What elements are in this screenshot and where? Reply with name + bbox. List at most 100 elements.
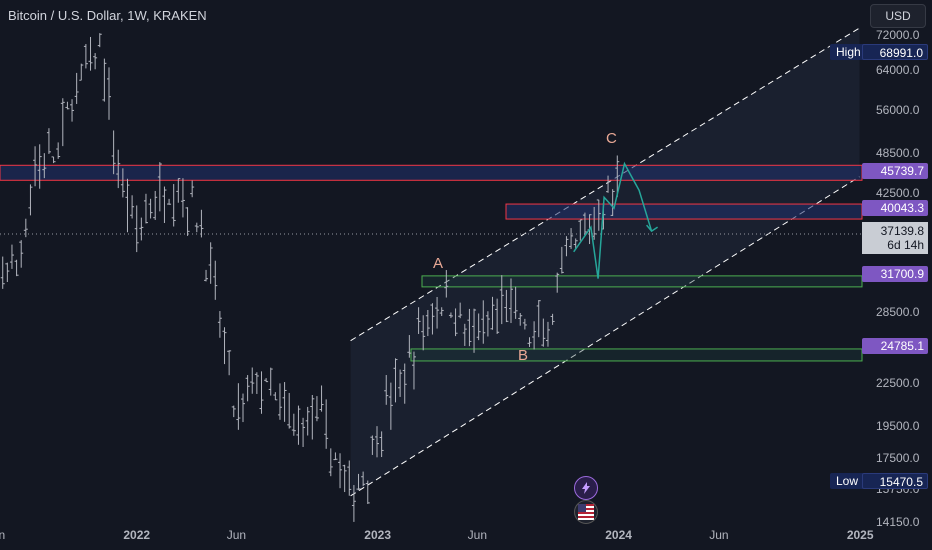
us-flag-icon[interactable] <box>574 500 598 524</box>
ohlc-bar[interactable] <box>162 186 167 223</box>
ohlc-bar[interactable] <box>462 323 467 346</box>
ohlc-bar[interactable] <box>582 212 587 236</box>
ohlc-bar[interactable] <box>550 313 555 325</box>
ohlc-bar[interactable] <box>102 58 107 102</box>
ohlc-bar[interactable] <box>148 198 153 219</box>
ohlc-bar[interactable] <box>250 367 255 394</box>
ohlc-bar[interactable] <box>467 308 472 347</box>
ohlc-bar[interactable] <box>227 350 232 376</box>
ohlc-bar[interactable] <box>393 358 398 403</box>
ohlc-bar[interactable] <box>176 178 181 203</box>
ohlc-bar[interactable] <box>444 270 449 298</box>
ohlc-bar[interactable] <box>490 296 495 330</box>
ohlc-bar[interactable] <box>518 313 523 326</box>
ohlc-bar[interactable] <box>504 289 509 323</box>
ohlc-bar[interactable] <box>190 180 195 198</box>
ohlc-bar[interactable] <box>241 393 246 423</box>
ohlc-bar[interactable] <box>277 383 282 420</box>
ohlc-bar[interactable] <box>481 300 486 344</box>
ohlc-bar[interactable] <box>171 184 176 227</box>
ohlc-bar[interactable] <box>509 278 514 324</box>
ohlc-bar[interactable] <box>319 385 324 412</box>
ohlc-bar[interactable] <box>83 44 88 69</box>
ohlc-bar[interactable] <box>167 198 172 205</box>
ohlc-bar[interactable] <box>375 426 380 458</box>
ohlc-bar[interactable] <box>143 193 148 224</box>
ohlc-bar[interactable] <box>606 175 611 193</box>
ohlc-bar[interactable] <box>338 453 343 489</box>
ohlc-bar[interactable] <box>398 369 403 397</box>
ohlc-bar[interactable] <box>125 178 130 233</box>
ohlc-bar[interactable] <box>185 207 190 236</box>
ohlc-bar[interactable] <box>532 321 537 350</box>
ohlc-bar[interactable] <box>402 363 407 404</box>
ohlc-bar[interactable] <box>79 63 84 81</box>
ohlc-bar[interactable] <box>485 311 490 337</box>
ohlc-bar[interactable] <box>296 405 301 445</box>
ohlc-bar[interactable] <box>28 184 33 216</box>
ohlc-bar[interactable] <box>264 378 269 383</box>
ohlc-bar[interactable] <box>273 392 278 401</box>
ohlc-bar[interactable] <box>180 178 185 218</box>
ohlc-bar[interactable] <box>208 242 213 284</box>
support-zone-bottom[interactable] <box>410 348 863 362</box>
ohlc-bar[interactable] <box>14 259 19 277</box>
ohlc-bar[interactable] <box>9 244 14 269</box>
ohlc-bar[interactable] <box>439 307 444 317</box>
ohlc-bar[interactable] <box>536 300 541 338</box>
ohlc-bar[interactable] <box>139 217 144 241</box>
ohlc-bar[interactable] <box>245 375 250 402</box>
ohlc-bar[interactable] <box>421 315 426 351</box>
ohlc-bar[interactable] <box>573 238 578 249</box>
ohlc-bar[interactable] <box>430 303 435 335</box>
ohlc-bar[interactable] <box>120 168 125 198</box>
ohlc-bar[interactable] <box>42 153 47 179</box>
ohlc-bar[interactable] <box>19 240 24 268</box>
ohlc-bar[interactable] <box>370 435 375 455</box>
ohlc-bar[interactable] <box>379 431 384 458</box>
ohlc-bar[interactable] <box>407 335 412 358</box>
ohlc-bar[interactable] <box>268 367 273 396</box>
ohlc-bar[interactable] <box>347 460 352 496</box>
ohlc-bar[interactable] <box>56 142 61 159</box>
ohlc-bar[interactable] <box>0 256 5 289</box>
ohlc-bar[interactable] <box>333 452 338 461</box>
ohlc-bar[interactable] <box>310 394 315 440</box>
ohlc-bar[interactable] <box>453 308 458 337</box>
ohlc-bar[interactable] <box>107 67 112 120</box>
ohlc-bar[interactable] <box>222 327 227 365</box>
ohlc-bar[interactable] <box>564 236 569 257</box>
ohlc-bar[interactable] <box>199 209 204 238</box>
ohlc-bar[interactable] <box>522 318 527 330</box>
ohlc-bar[interactable] <box>287 392 292 429</box>
ohlc-bar[interactable] <box>342 464 347 493</box>
ohlc-bar[interactable] <box>301 417 306 447</box>
ohlc-bar[interactable] <box>448 312 453 319</box>
ohlc-bar[interactable] <box>416 307 421 334</box>
ohlc-bar[interactable] <box>328 448 333 477</box>
ohlc-bar[interactable] <box>411 351 416 390</box>
ohlc-bar[interactable] <box>545 321 550 347</box>
ohlc-bar[interactable] <box>33 146 38 187</box>
ohlc-bar[interactable] <box>361 471 366 487</box>
ohlc-bar[interactable] <box>458 302 463 319</box>
ohlc-bar[interactable] <box>88 36 93 71</box>
ohlc-bar[interactable] <box>291 413 296 436</box>
ohlc-bar[interactable] <box>476 313 481 341</box>
ohlc-bar[interactable] <box>615 155 620 198</box>
ohlc-bar[interactable] <box>116 149 121 189</box>
ohlc-bar[interactable] <box>70 99 75 122</box>
support-zone-top[interactable] <box>421 275 863 288</box>
ohlc-bar[interactable] <box>194 222 199 233</box>
ohlc-bar[interactable] <box>555 272 560 293</box>
lightning-icon[interactable] <box>574 476 598 500</box>
ohlc-bar[interactable] <box>324 399 329 449</box>
ohlc-bar[interactable] <box>356 473 361 491</box>
ohlc-bar[interactable] <box>213 260 218 300</box>
ohlc-bar[interactable] <box>153 190 158 220</box>
ohlc-bar[interactable] <box>65 101 70 110</box>
ohlc-bar[interactable] <box>388 382 393 430</box>
ohlc-bar[interactable] <box>425 309 430 337</box>
ohlc-bar[interactable] <box>351 485 356 522</box>
